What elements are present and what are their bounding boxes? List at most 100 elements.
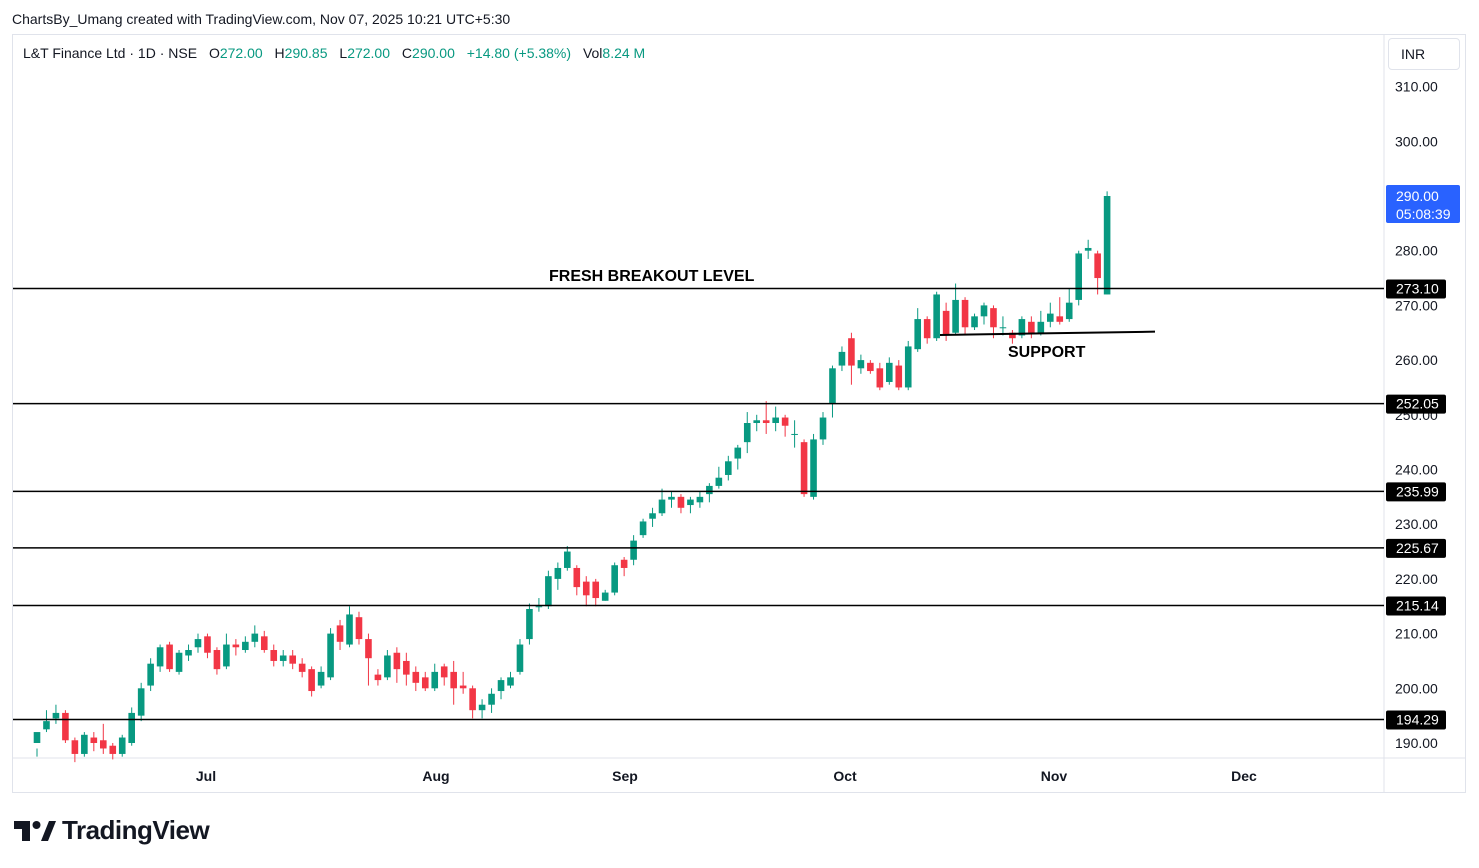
candle[interactable]: [43, 710, 50, 733]
candle[interactable]: [516, 639, 524, 675]
candle[interactable]: [886, 357, 893, 385]
currency-selector[interactable]: INR: [1388, 38, 1460, 70]
candle[interactable]: [118, 734, 126, 757]
candle[interactable]: [488, 688, 495, 713]
candle[interactable]: [421, 671, 429, 692]
candle[interactable]: [829, 365, 836, 418]
candle[interactable]: [185, 644, 192, 661]
candle[interactable]: [904, 340, 912, 391]
candle[interactable]: [952, 283, 959, 336]
candle[interactable]: [440, 663, 448, 686]
candle[interactable]: [762, 401, 770, 434]
candle[interactable]: [336, 619, 344, 651]
candle[interactable]: [137, 682, 145, 722]
candle[interactable]: [459, 671, 467, 694]
candle[interactable]: [412, 666, 420, 692]
candle[interactable]: [128, 707, 135, 746]
candle[interactable]: [384, 650, 391, 681]
candle[interactable]: [630, 535, 637, 566]
candle[interactable]: [289, 650, 296, 670]
candle[interactable]: [819, 412, 827, 445]
candle[interactable]: [1018, 316, 1026, 339]
candle[interactable]: [478, 699, 486, 719]
candle[interactable]: [620, 557, 628, 577]
candle[interactable]: [526, 603, 533, 645]
candle[interactable]: [706, 483, 713, 503]
candle[interactable]: [696, 491, 704, 508]
candle[interactable]: [232, 639, 240, 656]
candle[interactable]: [564, 546, 571, 571]
candle[interactable]: [194, 633, 202, 653]
candle[interactable]: [260, 630, 268, 653]
candle[interactable]: [327, 628, 334, 681]
candle[interactable]: [867, 360, 874, 374]
candle[interactable]: [298, 658, 306, 678]
candle[interactable]: [734, 444, 742, 470]
candle[interactable]: [582, 576, 590, 607]
candle[interactable]: [971, 313, 978, 331]
candle[interactable]: [999, 316, 1007, 336]
candle[interactable]: [933, 291, 940, 341]
candle[interactable]: [156, 644, 164, 672]
candle[interactable]: [1056, 297, 1064, 325]
candle[interactable]: [725, 455, 732, 481]
candle[interactable]: [374, 669, 382, 686]
candle[interactable]: [251, 625, 259, 648]
candle[interactable]: [355, 611, 363, 645]
candle[interactable]: [781, 414, 789, 437]
candle[interactable]: [317, 666, 325, 689]
candle[interactable]: [166, 641, 173, 672]
candle[interactable]: [109, 743, 117, 760]
candle[interactable]: [393, 647, 401, 683]
candle[interactable]: [403, 652, 410, 686]
candle[interactable]: [147, 658, 154, 692]
candle[interactable]: [649, 507, 656, 527]
candle[interactable]: [1028, 316, 1035, 339]
candle[interactable]: [365, 633, 372, 686]
candle[interactable]: [1075, 250, 1082, 306]
candle[interactable]: [639, 518, 647, 538]
candle[interactable]: [668, 491, 675, 508]
candle[interactable]: [677, 494, 685, 514]
candle[interactable]: [1065, 288, 1073, 322]
candle[interactable]: [431, 663, 439, 692]
candle[interactable]: [990, 305, 997, 339]
candle[interactable]: [895, 360, 903, 391]
candle[interactable]: [99, 723, 107, 754]
candle[interactable]: [1103, 191, 1111, 295]
tradingview-logo[interactable]: TradingView: [14, 815, 210, 846]
candle[interactable]: [469, 685, 476, 719]
candle[interactable]: [33, 732, 41, 757]
candle[interactable]: [601, 589, 609, 601]
candle[interactable]: [876, 362, 884, 391]
support-line[interactable]: [939, 330, 1156, 336]
candle[interactable]: [279, 650, 287, 667]
candle[interactable]: [715, 466, 723, 489]
candle[interactable]: [81, 732, 88, 757]
candle[interactable]: [554, 562, 562, 590]
candle[interactable]: [1009, 330, 1016, 344]
candle[interactable]: [1037, 310, 1045, 336]
candle[interactable]: [980, 302, 988, 325]
candle[interactable]: [772, 406, 779, 432]
symbol-label[interactable]: L&T Finance Ltd · 1D · NSE: [23, 45, 198, 61]
candle[interactable]: [611, 562, 618, 596]
candle[interactable]: [1046, 302, 1054, 328]
candle[interactable]: [914, 308, 922, 352]
candle[interactable]: [52, 704, 60, 724]
candle[interactable]: [687, 496, 694, 514]
candle[interactable]: [497, 677, 505, 700]
candle[interactable]: [62, 710, 69, 743]
candle[interactable]: [270, 644, 278, 667]
candle[interactable]: [308, 666, 315, 697]
candle[interactable]: [592, 578, 600, 607]
candle[interactable]: [743, 412, 751, 454]
candle[interactable]: [204, 633, 211, 659]
candle[interactable]: [810, 433, 817, 500]
candle[interactable]: [838, 346, 846, 372]
candle[interactable]: [791, 420, 798, 448]
candle[interactable]: [90, 732, 98, 752]
candle[interactable]: [71, 737, 79, 763]
candle[interactable]: [175, 650, 183, 675]
